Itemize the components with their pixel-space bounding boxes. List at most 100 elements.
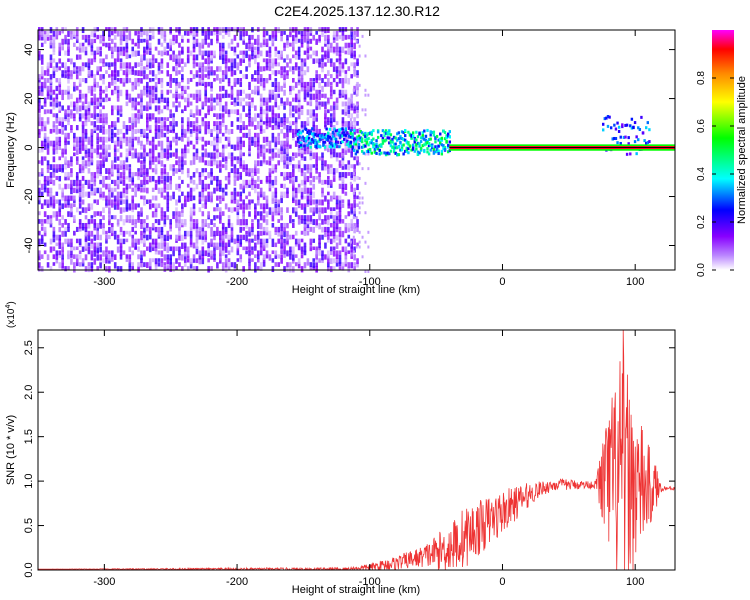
- heatmap-cell: [198, 230, 202, 236]
- heatmap-cell: [70, 172, 73, 178]
- heatmap-cell: [256, 62, 260, 69]
- heatmap-cell: [186, 195, 190, 202]
- heatmap-cell: [81, 66, 85, 72]
- heatmap-cell: [294, 242, 298, 247]
- heatmap-cell: [40, 54, 44, 59]
- heatmap-cell: [327, 38, 330, 45]
- heatmap-cell: [259, 148, 263, 154]
- heatmap-cell: [292, 164, 295, 169]
- heatmap-cell: [239, 258, 243, 263]
- heatmap-cell: [233, 34, 237, 41]
- heatmap-cell: [207, 160, 210, 167]
- heatmap-cell: [306, 168, 310, 174]
- heatmap-cell: [338, 58, 342, 65]
- heatmap-cell: [256, 54, 260, 59]
- heatmap-cell: [439, 141, 442, 145]
- heatmap-cell: [201, 50, 205, 56]
- heatmap-cell: [189, 215, 193, 222]
- heatmap-cell: [154, 211, 158, 218]
- heatmap-cell: [389, 140, 393, 144]
- heatmap-cell: [58, 168, 62, 172]
- heatmap-cell: [216, 195, 219, 201]
- heatmap-cell: [347, 242, 351, 247]
- heatmap-cell: [157, 187, 161, 194]
- heatmap-cell: [87, 179, 91, 187]
- heatmap-cell: [40, 144, 44, 150]
- heatmap-cell: [404, 138, 407, 142]
- heatmap-cell: [353, 168, 356, 174]
- heatmap-cell: [306, 109, 310, 116]
- heatmap-cell: [93, 93, 97, 100]
- heatmap-cell: [160, 128, 164, 134]
- heatmap-cell: [248, 128, 251, 134]
- heatmap-cell: [160, 148, 164, 154]
- heatmap-cell: [248, 238, 251, 243]
- heatmap-cell: [341, 148, 345, 153]
- heatmap-cell: [386, 131, 389, 135]
- heatmap-cell: [224, 156, 228, 161]
- heatmap-cell: [325, 127, 328, 131]
- heatmap-cell: [303, 187, 307, 195]
- heatmap-cell: [134, 42, 137, 47]
- heatmap-cell: [347, 134, 351, 138]
- heatmap-cell: [99, 50, 102, 57]
- heatmap-cell: [116, 136, 120, 142]
- heatmap-cell: [160, 262, 164, 268]
- heatmap-cell: [233, 187, 237, 192]
- heatmap-cell: [58, 254, 62, 258]
- heatmap-cell: [210, 50, 213, 56]
- heatmap-cell: [306, 226, 310, 231]
- heatmap-cell: [55, 175, 59, 181]
- heatmap-cell: [324, 109, 327, 115]
- heatmap-cell: [259, 222, 263, 230]
- heatmap-cell: [49, 54, 53, 60]
- heatmap-cell: [58, 234, 62, 241]
- heatmap-cell: [110, 38, 114, 45]
- heatmap-cell: [137, 238, 140, 245]
- heatmap-cell: [386, 136, 389, 140]
- heatmap-cell: [239, 81, 243, 88]
- y-tick-label: 20: [23, 92, 35, 104]
- heatmap-cell: [341, 66, 345, 73]
- heatmap-cell: [328, 141, 332, 145]
- heatmap-cell: [324, 230, 327, 238]
- heatmap-cell: [297, 54, 301, 60]
- heatmap-cell: [303, 195, 307, 200]
- heatmap-cell: [353, 226, 356, 234]
- heatmap-cell: [90, 101, 94, 106]
- heatmap-cell: [154, 93, 158, 101]
- heatmap-cell: [116, 156, 120, 161]
- heatmap-cell: [230, 160, 234, 167]
- heatmap-cell: [224, 242, 228, 249]
- heatmap-cell: [102, 230, 105, 235]
- heatmap-cell: [116, 54, 120, 61]
- heatmap-cell: [64, 74, 67, 79]
- heatmap-cell: [119, 66, 123, 71]
- heatmap-cell: [78, 140, 82, 145]
- heatmap-cell: [108, 74, 111, 78]
- heatmap-cell: [384, 138, 388, 142]
- y-tick-label: 1.0: [23, 473, 35, 488]
- heatmap-cell: [46, 254, 50, 261]
- heatmap-cell: [175, 207, 178, 212]
- heatmap-cell: [239, 97, 243, 103]
- heatmap-cell: [230, 234, 234, 240]
- heatmap-cell: [280, 117, 283, 124]
- heatmap-cell: [353, 187, 356, 192]
- heatmap-cell: [356, 195, 359, 200]
- heatmap-cell: [46, 187, 50, 193]
- heatmap-cell: [332, 62, 336, 67]
- heatmap-cell: [73, 132, 76, 139]
- heatmap-cell: [233, 199, 237, 204]
- heatmap-cell: [297, 38, 301, 43]
- heatmap-cell: [157, 30, 161, 35]
- heatmap-cell: [119, 179, 123, 184]
- heatmap-cell: [349, 143, 352, 147]
- heatmap-cell: [324, 117, 327, 124]
- heatmap-cell: [113, 156, 117, 163]
- heatmap-cell: [169, 140, 172, 148]
- heatmap-cell: [55, 66, 59, 73]
- heatmap-cell: [137, 30, 140, 35]
- heatmap-cell: [356, 89, 359, 97]
- heatmap-cell: [294, 54, 298, 60]
